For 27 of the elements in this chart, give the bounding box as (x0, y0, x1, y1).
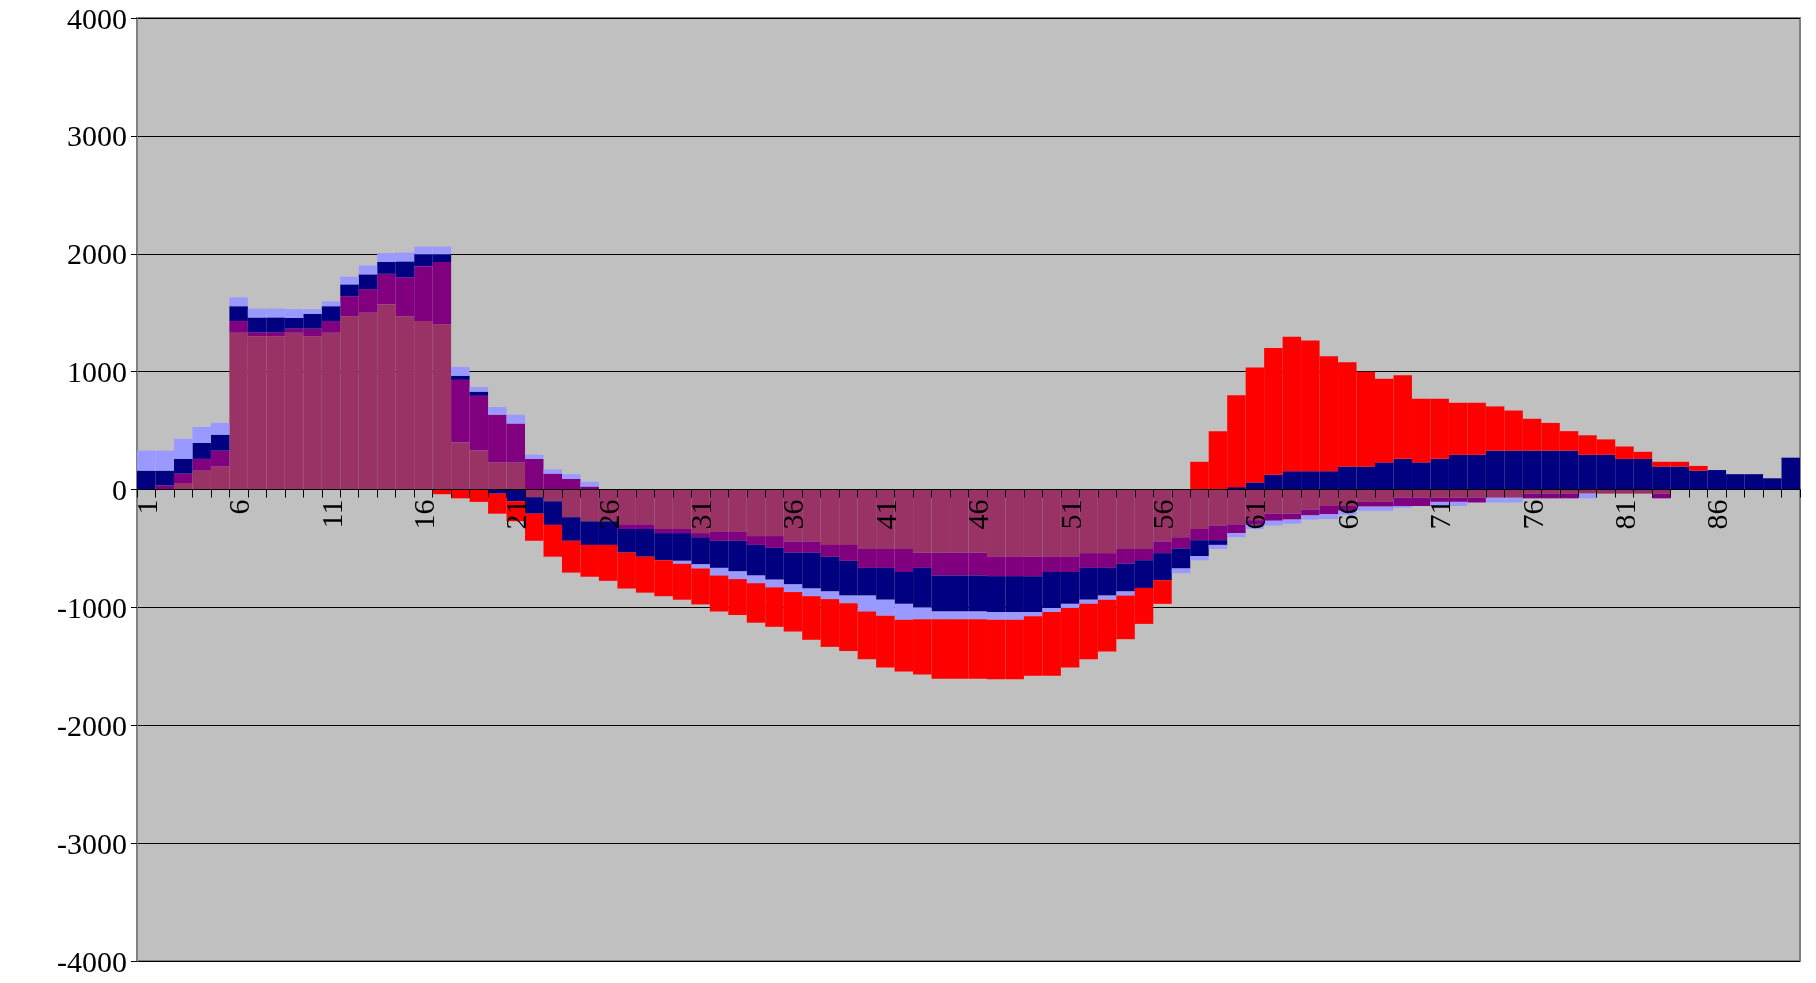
y-tick-label: 2000 (67, 237, 127, 271)
y-tick-label: -1000 (57, 590, 127, 624)
x-tick-label: 66 (1330, 499, 1364, 530)
x-tick-label: 36 (776, 499, 810, 530)
x-tick-label: 61 (1238, 499, 1272, 530)
x-tick-label: 76 (1515, 499, 1549, 530)
x-tick-label: 46 (961, 499, 995, 530)
y-tick-label: -3000 (57, 826, 127, 860)
x-tick-label: 41 (868, 499, 902, 530)
x-tick-label: 6 (222, 499, 256, 515)
y-tick-label: 1000 (67, 355, 127, 389)
y-tick-label: -2000 (57, 708, 127, 742)
y-tick-label: 0 (112, 473, 127, 506)
x-tick-label: 86 (1700, 499, 1734, 530)
y-tick-label: -4000 (57, 944, 127, 978)
x-tick-label: 31 (684, 499, 718, 530)
y-tick-label: 4000 (67, 1, 127, 35)
x-tick-label: 21 (499, 499, 533, 530)
x-tick-label: 16 (406, 499, 440, 530)
x-tick-label: 1 (129, 499, 163, 515)
x-tick-label: 26 (591, 499, 625, 530)
y-tick-label: 3000 (67, 119, 127, 153)
x-tick-label: 11 (314, 499, 348, 529)
x-tick-label: 56 (1146, 499, 1180, 530)
x-tick-label: 71 (1423, 499, 1457, 530)
x-tick-label: 81 (1607, 499, 1641, 530)
x-tick-label: 51 (1053, 499, 1087, 530)
